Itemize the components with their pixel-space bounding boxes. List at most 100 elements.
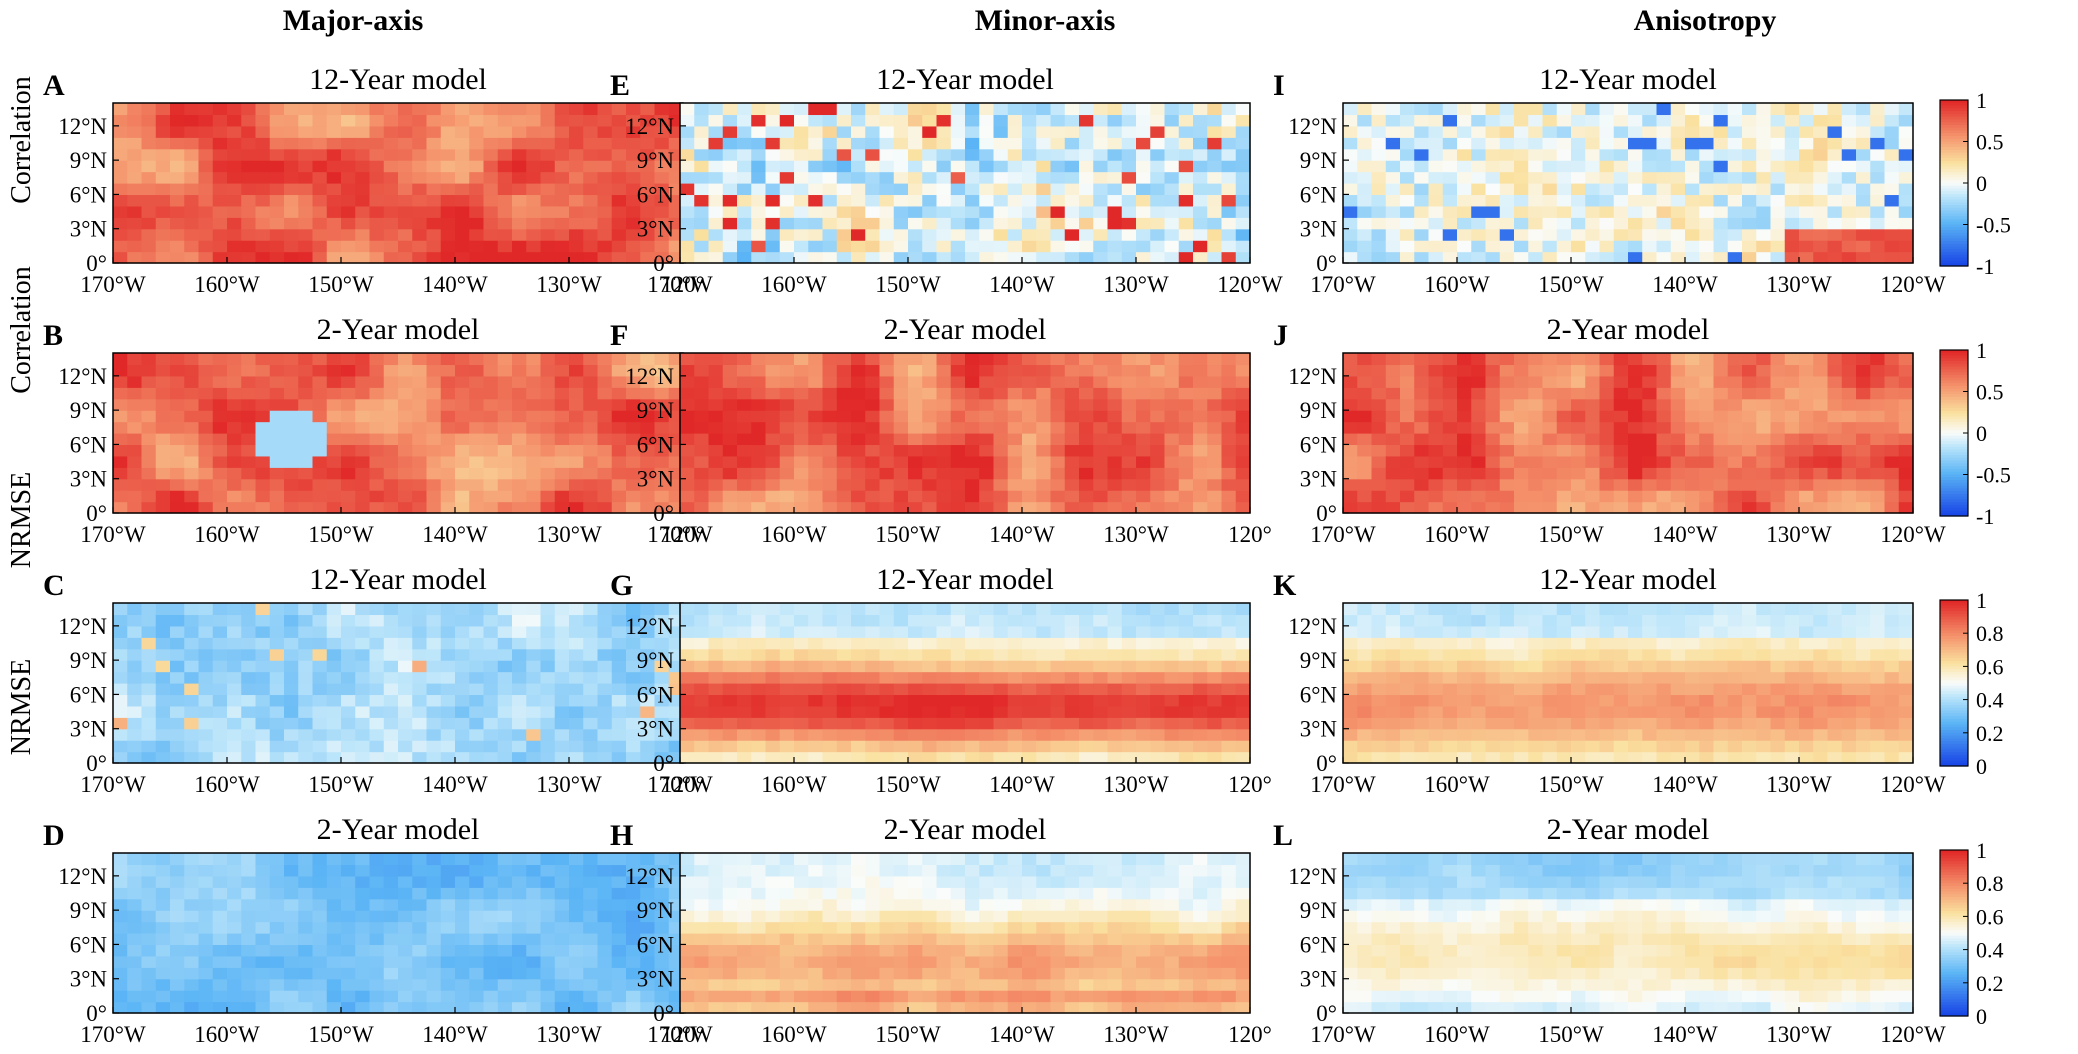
heatmap-cell — [1079, 148, 1094, 161]
heatmap-cell — [526, 240, 542, 253]
heatmap-cell — [1357, 375, 1373, 388]
heatmap-cell — [626, 603, 641, 616]
heatmap-cell — [1813, 375, 1829, 388]
heatmap-cell — [865, 648, 881, 661]
heatmap-cell — [936, 625, 952, 638]
heatmap-cell — [1400, 740, 1415, 753]
heatmap-cell — [737, 364, 752, 377]
heatmap-cell — [312, 353, 328, 366]
heatmap-cell — [597, 455, 613, 468]
heatmap-cell — [737, 228, 752, 241]
heatmap-cell — [993, 160, 1009, 173]
heatmap-cell — [1193, 410, 1208, 423]
heatmap-cell — [751, 478, 767, 491]
heatmap-cell — [383, 194, 399, 207]
heatmap-cell — [326, 125, 342, 138]
heatmap-cell — [497, 683, 513, 696]
heatmap-cell — [1207, 171, 1223, 184]
heatmap-cell — [1136, 603, 1151, 616]
heatmap-cell — [597, 375, 613, 388]
heatmap-cell — [865, 625, 881, 638]
heatmap-cell — [1414, 353, 1430, 366]
heatmap-cell — [113, 728, 128, 741]
heatmap-cell — [1756, 103, 1772, 116]
heatmap-cell — [722, 455, 738, 468]
heatmap-cell — [765, 251, 781, 264]
heatmap-cell — [1699, 251, 1715, 264]
heatmap-cell — [1079, 251, 1094, 264]
heatmap-cell — [1628, 205, 1643, 218]
heatmap-cell — [455, 455, 470, 468]
heatmap-cell — [1343, 433, 1358, 446]
heatmap-cell — [569, 705, 584, 718]
heatmap-cell — [1799, 387, 1814, 400]
heatmap-cell — [765, 683, 781, 696]
heatmap-cell — [1713, 228, 1729, 241]
heatmap-cell — [1670, 410, 1686, 423]
heatmap-cell — [737, 637, 752, 650]
heatmap-cell — [737, 705, 752, 718]
heatmap-cell — [1207, 353, 1223, 366]
heatmap-cell — [1400, 603, 1415, 616]
heatmap-cell — [737, 490, 752, 503]
heatmap-cell — [808, 364, 824, 377]
heatmap-cell — [1756, 137, 1772, 150]
heatmap-cell — [1221, 217, 1237, 230]
heatmap-cell — [1770, 240, 1786, 253]
heatmap-cell — [1428, 603, 1444, 616]
heatmap-cell — [1898, 353, 1914, 366]
heatmap-cell — [1164, 751, 1180, 764]
heatmap-cell — [1136, 705, 1151, 718]
heatmap-cell — [640, 160, 656, 173]
colorbar-segment — [1940, 144, 1968, 148]
heatmap-cell — [455, 694, 470, 707]
heatmap-cell — [1357, 467, 1373, 480]
heatmap-cell — [1542, 433, 1558, 446]
heatmap-cell — [241, 364, 257, 377]
heatmap-cell — [936, 103, 952, 116]
heatmap-cell — [1371, 717, 1387, 730]
heatmap-cell — [722, 137, 738, 150]
heatmap-cell — [1727, 444, 1743, 457]
heatmap-cell — [497, 478, 513, 491]
heatmap-cell — [979, 228, 995, 241]
heatmap-cell — [1442, 648, 1458, 661]
heatmap-cell — [1064, 660, 1080, 673]
heatmap-cell — [298, 240, 314, 253]
heatmap-cell — [1414, 648, 1430, 661]
heatmap-cell — [184, 205, 200, 218]
heatmap-cell — [979, 444, 995, 457]
heatmap-cell — [694, 160, 710, 173]
heatmap-cell — [893, 625, 909, 638]
colorbar-segment — [1940, 416, 1968, 420]
heatmap-cell — [794, 717, 809, 730]
heatmap-cell — [483, 251, 499, 264]
heatmap-cell — [1499, 251, 1515, 264]
heatmap-cell — [1742, 148, 1757, 161]
heatmap-cell — [1713, 171, 1729, 184]
heatmap-cell — [1064, 228, 1080, 241]
heatmap-cell — [540, 137, 556, 150]
colorbar-segment — [1940, 100, 1968, 104]
heatmap-cell — [1221, 455, 1237, 468]
heatmap-cell — [1699, 421, 1715, 434]
heatmap-cell — [1813, 490, 1829, 503]
heatmap-cells — [113, 353, 684, 514]
heatmap-cell — [1357, 103, 1373, 116]
panel-letter: I — [1273, 69, 1285, 102]
heatmap-cell — [483, 683, 499, 696]
heatmap-cell — [1107, 171, 1123, 184]
heatmap-cell — [965, 387, 980, 400]
heatmap-cell — [512, 728, 527, 741]
heatmap-cell — [212, 478, 228, 491]
heatmap-cell — [198, 433, 214, 446]
heatmap-cell — [936, 240, 952, 253]
heatmap-cell — [1178, 648, 1194, 661]
heatmap-cell — [141, 625, 157, 638]
heatmap-cell — [737, 614, 752, 627]
x-tick-label: 140°W — [422, 772, 488, 797]
heatmap-cell — [822, 251, 838, 264]
heatmap-cell — [554, 614, 570, 627]
heatmap-cell — [412, 410, 428, 423]
heatmap-cell — [708, 751, 724, 764]
